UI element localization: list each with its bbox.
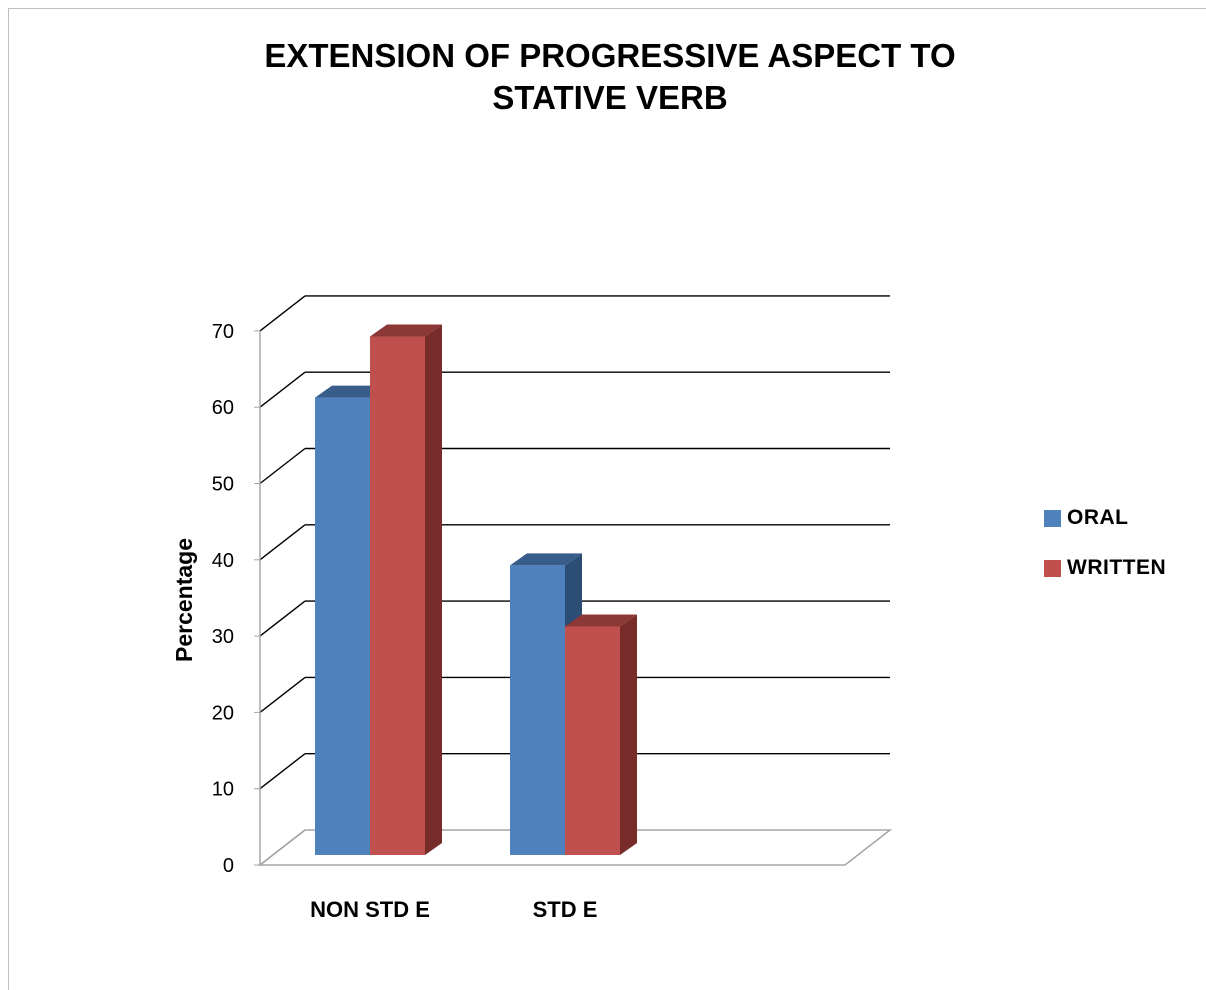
bar-top-written-std-e (565, 614, 637, 627)
bar-top-oral-std-e (510, 553, 582, 566)
legend: ORAL WRITTEN (1044, 505, 1166, 605)
x-tick-label-0: NON STD E (310, 897, 430, 922)
y-tick-label-0: 0 (223, 855, 234, 877)
y-axis-title: Percentage (171, 538, 197, 662)
y-tick-label-4: 40 (212, 550, 234, 572)
bar-top-oral-non-std-e (315, 385, 387, 398)
chart-title-line-1: EXTENSION OF PROGRESSIVE ASPECT TO (264, 37, 956, 74)
legend-swatch-written (1044, 559, 1061, 577)
bar-side-written-non-std-e (425, 324, 442, 855)
y-tick-label-7: 70 (212, 321, 234, 343)
legend-label-oral: ORAL (1067, 506, 1129, 529)
x-tick-labels: NON STD E STD E (310, 897, 597, 922)
chart-floor (257, 829, 893, 866)
bar-top-written-non-std-e (370, 324, 442, 337)
gridline-side-3 (259, 600, 306, 637)
gridline-side-4 (259, 524, 306, 561)
y-tick-label-5: 50 (212, 474, 234, 496)
legend-swatch-oral (1044, 509, 1061, 527)
y-tick-labels: 0 10 20 30 40 50 60 70 (212, 321, 260, 877)
floor-outline (257, 829, 893, 866)
y-tick-label-2: 20 (212, 702, 234, 724)
chart-title: EXTENSION OF PROGRESSIVE ASPECT TO STATI… (130, 35, 1090, 119)
chart-title-line-2: STATIVE VERB (492, 79, 728, 116)
bar-written-non-std-e (370, 336, 425, 855)
legend-item-oral: ORAL (1044, 505, 1166, 531)
bar-side-written-std-e (620, 614, 637, 855)
gridline-side-5 (259, 447, 306, 485)
gridline-side-1 (259, 753, 306, 790)
gridline-side-6 (259, 371, 306, 408)
y-tick-label-1: 10 (212, 779, 234, 801)
legend-label-written: WRITTEN (1067, 556, 1167, 579)
gridline-side-7 (259, 295, 306, 332)
x-tick-label-1: STD E (533, 897, 598, 922)
bar-oral-non-std-e (315, 397, 370, 855)
legend-item-written: WRITTEN (1044, 555, 1166, 581)
y-tick-label-6: 60 (212, 397, 234, 419)
bar-written-std-e (565, 626, 620, 855)
bar-oral-std-e (510, 565, 565, 855)
bars (315, 324, 637, 855)
gridline-side-2 (259, 676, 306, 713)
y-tick-label-3: 30 (212, 626, 234, 648)
chart-area (8, 8, 1206, 990)
